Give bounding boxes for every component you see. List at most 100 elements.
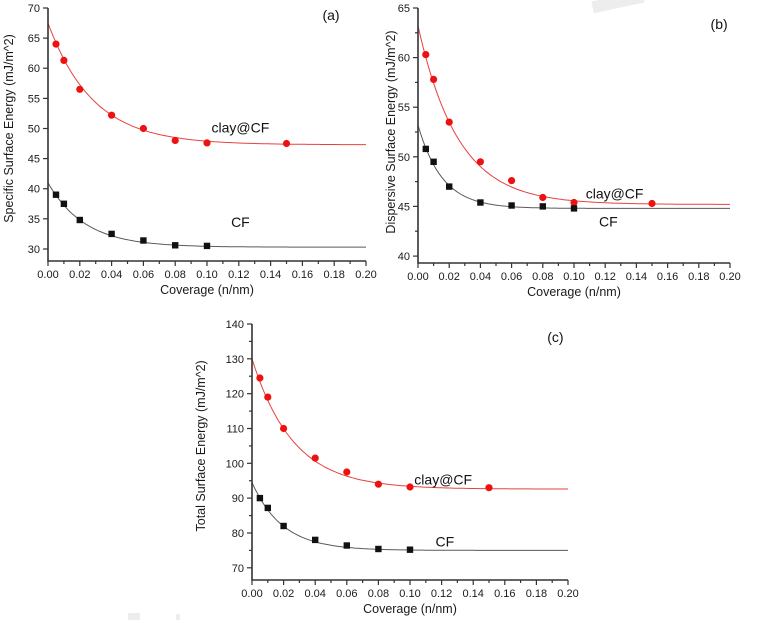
data-point-circle xyxy=(570,198,578,207)
data-point-square xyxy=(508,202,515,209)
x-tick-label: 0.06 xyxy=(336,588,357,600)
annotation-clay-cf: clay@CF xyxy=(586,186,644,202)
data-point-square xyxy=(52,191,60,198)
annotation-c: (c) xyxy=(547,329,563,345)
annotation-cf: CF xyxy=(435,534,454,550)
y-axis-title: Specific Surface Energy (mJ/m^2) xyxy=(2,34,16,223)
data-point-circle xyxy=(648,199,656,208)
x-axis-title: Coverage (n/nm) xyxy=(160,283,254,297)
y-tick-label: 120 xyxy=(226,389,244,401)
y-tick-label: 70 xyxy=(232,563,244,575)
data-point-circle xyxy=(76,85,84,93)
y-tick-label: 50 xyxy=(28,124,40,136)
data-point-circle xyxy=(139,124,147,133)
data-point-square xyxy=(108,230,115,238)
series-cf xyxy=(52,191,211,250)
fit-line-clay-cf xyxy=(417,25,730,205)
data-point-square xyxy=(76,216,83,224)
y-tick-label: 40 xyxy=(28,184,40,196)
x-tick-label: 0.12 xyxy=(228,269,249,281)
data-point-circle xyxy=(256,374,264,382)
data-point-circle xyxy=(445,118,453,126)
data-point-square xyxy=(430,158,437,165)
data-point-circle xyxy=(508,177,516,185)
x-tick-label: 0.00 xyxy=(241,588,262,600)
data-point-circle xyxy=(485,484,493,492)
y-axis-title: Dispersive Surface Energy (mJ/m^2) xyxy=(384,30,398,233)
x-tick-label: 0.02 xyxy=(69,269,90,281)
x-axis: 0.00 0.02 0.04 0.06 0.08 0.10 0.12 0.14 0.16 0.18… xyxy=(407,263,741,283)
axis-lines xyxy=(251,324,568,581)
x-tick-label: 0.12 xyxy=(431,588,452,600)
x-tick-label: 0.02 xyxy=(438,271,459,283)
y-axis: 70 80 90 100 110 120 130 140 xyxy=(226,319,252,575)
data-point-square xyxy=(406,546,414,553)
x-tick-label: 0.14 xyxy=(462,588,483,600)
y-tick-label: 55 xyxy=(28,93,40,105)
y-tick-label: 110 xyxy=(226,424,244,436)
x-tick-label: 0.10 xyxy=(563,271,584,283)
y-tick-label: 65 xyxy=(398,3,410,15)
data-point-circle xyxy=(422,51,430,59)
data-point-circle xyxy=(343,468,351,476)
axis-lines xyxy=(417,8,730,264)
x-tick-label: 0.00 xyxy=(407,271,428,283)
y-tick-label: 30 xyxy=(28,244,40,256)
x-tick-label: 0.16 xyxy=(494,588,515,600)
x-axis-title: Coverage (n/nm) xyxy=(527,285,621,299)
x-tick-label: 0.10 xyxy=(399,588,420,600)
y-tick-label: 130 xyxy=(226,354,244,366)
series-clay-cf xyxy=(422,51,656,208)
axis-lines xyxy=(47,8,366,262)
annotation-a: (a) xyxy=(322,7,339,23)
x-tick-label: 0.20 xyxy=(355,269,376,281)
annotation-clay-cf: clay@CF xyxy=(414,472,472,488)
scan-artifact xyxy=(176,614,180,620)
x-tick-label: 0.14 xyxy=(626,271,647,283)
chart-c: 0.00 0.02 0.04 0.06 0.08 0.10 0.12 0.14 0.16 0.18… xyxy=(194,319,579,616)
data-point-square xyxy=(570,205,578,212)
y-tick-label: 45 xyxy=(28,154,40,166)
annotation-cf: CF xyxy=(599,213,618,229)
x-tick-label: 0.02 xyxy=(273,588,294,600)
fit-line-cf xyxy=(251,482,568,551)
x-tick-label: 0.18 xyxy=(688,271,709,283)
y-tick-label: 140 xyxy=(226,319,244,331)
annotation-clay-cf: clay@CF xyxy=(212,119,270,135)
x-tick-label: 0.08 xyxy=(532,271,553,283)
x-tick-label: 0.18 xyxy=(323,269,344,281)
data-point-square xyxy=(140,237,147,244)
data-point-circle xyxy=(108,111,116,119)
data-point-circle xyxy=(264,393,272,401)
fit-line-cf xyxy=(417,124,730,209)
x-tick-label: 0.04 xyxy=(470,271,491,283)
data-point-square xyxy=(375,545,382,553)
data-point-square xyxy=(312,536,319,544)
data-point-circle xyxy=(203,139,211,147)
series-cf xyxy=(422,145,578,212)
data-point-square xyxy=(172,242,179,249)
x-tick-label: 0.14 xyxy=(260,269,281,281)
data-point-circle xyxy=(539,193,547,202)
fit-line-clay-cf xyxy=(47,22,366,146)
series-clay-cf xyxy=(52,40,291,148)
x-tick-label: 0.08 xyxy=(164,269,185,281)
series-cf xyxy=(256,494,414,553)
data-point-circle xyxy=(282,139,291,148)
data-point-circle xyxy=(406,483,414,491)
x-tick-label: 0.12 xyxy=(594,271,615,283)
y-tick-label: 70 xyxy=(28,3,40,15)
y-tick-label: 80 xyxy=(232,528,244,540)
x-tick-label: 0.18 xyxy=(526,588,547,600)
x-tick-label: 0.08 xyxy=(368,588,389,600)
x-tick-label: 0.20 xyxy=(557,588,578,600)
annotation-b: (b) xyxy=(711,16,728,32)
y-axis: 30 35 40 45 50 55 60 65 70 xyxy=(28,3,48,256)
data-point-square xyxy=(422,145,429,153)
x-tick-label: 0.00 xyxy=(37,269,58,281)
x-axis: 0.00 0.02 0.04 0.06 0.08 0.10 0.12 0.14 0.16 0.18… xyxy=(37,261,377,281)
x-tick-label: 0.16 xyxy=(292,269,313,281)
fit-line-clay-cf xyxy=(251,358,568,490)
y-tick-label: 40 xyxy=(398,251,410,263)
